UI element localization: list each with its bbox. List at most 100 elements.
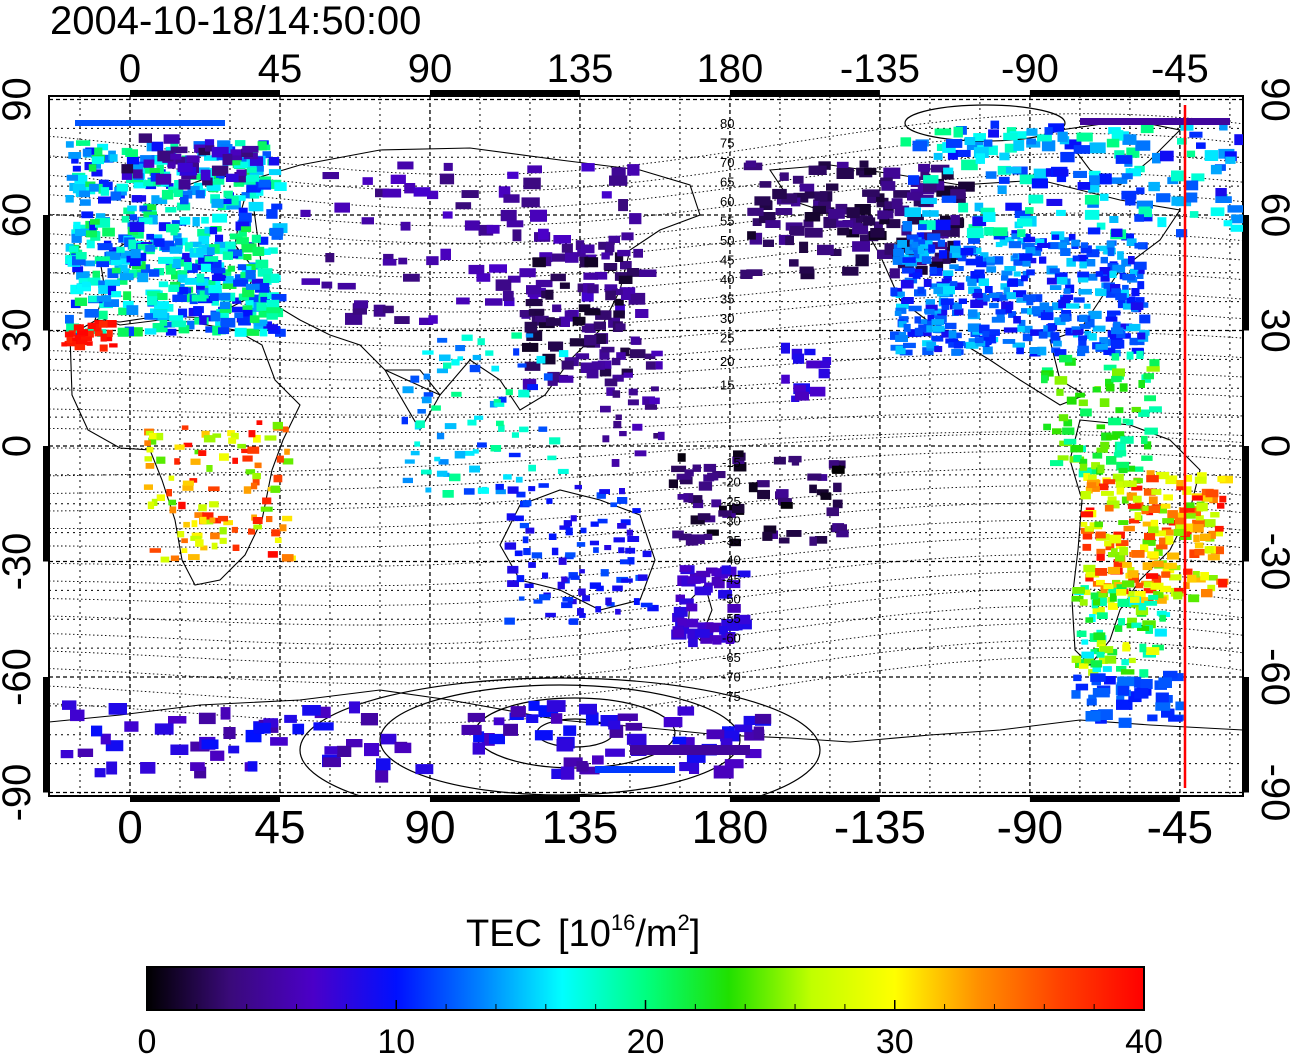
tec-cell	[82, 148, 92, 157]
lat-tick-label: -60	[0, 648, 39, 706]
tec-cell	[203, 435, 216, 443]
tec-cell	[242, 145, 259, 153]
tec-cell	[177, 270, 188, 279]
tec-cell	[1152, 560, 1164, 568]
tec-cell	[896, 303, 909, 309]
tec-cell	[94, 330, 103, 337]
tec-cell	[600, 405, 611, 413]
tec-cell	[425, 487, 432, 493]
tec-cell	[737, 619, 752, 630]
tec-cell	[608, 720, 621, 730]
tec-cell	[1098, 655, 1108, 664]
tec-cell	[222, 154, 233, 165]
tec-cell	[886, 219, 901, 229]
tec-cell	[177, 162, 193, 173]
tec-cell	[507, 486, 519, 494]
tec-cell	[982, 346, 993, 355]
tec-cell	[268, 157, 280, 166]
tec-cell	[1071, 690, 1081, 699]
tec-cell	[1078, 468, 1092, 478]
tec-cell	[929, 283, 938, 289]
lon-tick-label: 0	[117, 801, 143, 853]
tec-cell	[428, 315, 438, 324]
tec-cell	[255, 259, 269, 269]
tec-cell	[574, 484, 582, 490]
tec-cell	[565, 552, 576, 558]
tec-cell	[145, 463, 155, 469]
tec-cell	[902, 257, 916, 263]
tec-cell	[597, 518, 608, 524]
tec-cell	[686, 603, 698, 612]
tec-cell	[816, 489, 829, 496]
tec-cell	[569, 338, 587, 347]
tec-cell	[1168, 715, 1183, 722]
tec-cell	[1084, 194, 1100, 205]
tec-cell	[1121, 173, 1133, 180]
tec-cell	[500, 209, 517, 222]
tec-cell	[1115, 407, 1124, 414]
tec-cell	[220, 301, 231, 310]
tec-cell	[1150, 519, 1159, 529]
tec-cell	[503, 474, 512, 480]
tec-cell	[1112, 473, 1124, 482]
tec-cell	[578, 588, 586, 596]
tec-cell	[932, 224, 951, 236]
tec-cell	[778, 537, 790, 544]
tec-cell	[975, 153, 985, 164]
tec-cell	[220, 707, 231, 720]
tec-cell	[531, 552, 543, 559]
tec-cell	[1073, 145, 1090, 154]
tec-cell	[1073, 454, 1082, 462]
tec-cell	[1107, 603, 1118, 610]
tec-cell	[1114, 625, 1123, 632]
tec-cell	[489, 733, 505, 745]
tec-cell	[264, 435, 277, 441]
tec-cell	[627, 557, 635, 565]
tec-cell	[518, 389, 530, 398]
tec-cell	[436, 470, 448, 477]
tec-cell	[209, 293, 219, 301]
contour-line	[49, 292, 1243, 330]
colorbar-tick-label: 0	[138, 1023, 157, 1057]
tec-cell	[596, 492, 606, 499]
tec-cell	[1187, 574, 1197, 583]
tec-cell	[719, 626, 728, 635]
frame-bar	[1029, 90, 1180, 96]
tec-cell	[599, 349, 610, 360]
tec-cell	[258, 308, 273, 318]
tec-cell	[693, 499, 704, 509]
tec-cell	[1084, 331, 1091, 339]
tec-cell	[562, 597, 574, 602]
tec-cell	[589, 582, 601, 589]
tec-cell	[217, 515, 229, 522]
tec-cell	[1111, 288, 1122, 294]
tec-cell	[198, 712, 216, 725]
tec-cell	[97, 243, 113, 251]
tec-cell	[923, 320, 933, 328]
tec-cell	[1120, 436, 1134, 444]
tec-cell	[155, 173, 172, 185]
tec-cell	[382, 188, 402, 198]
tec-cell	[1151, 575, 1162, 584]
tec-cell	[1159, 614, 1166, 622]
tec-cell	[1089, 142, 1106, 154]
tec-cell	[1057, 131, 1068, 142]
tec-cell	[1096, 222, 1106, 230]
tec-cell	[1185, 192, 1198, 203]
tec-cell	[762, 239, 774, 247]
tec-cell	[227, 265, 236, 272]
tec-cell	[706, 729, 725, 740]
tec-cell	[518, 596, 525, 601]
tec-cell	[640, 602, 653, 608]
tec-cell	[759, 181, 772, 188]
tec-cell	[1080, 458, 1088, 467]
tec-cell	[1122, 303, 1136, 310]
tec-cell	[548, 533, 557, 540]
contour-label: 65	[720, 175, 734, 190]
tec-cell	[657, 431, 665, 441]
tec-cell	[102, 181, 113, 191]
tec-cell	[494, 402, 505, 407]
tec-cell	[799, 183, 815, 192]
tec-cell	[592, 755, 604, 765]
tec-cell	[200, 545, 208, 551]
